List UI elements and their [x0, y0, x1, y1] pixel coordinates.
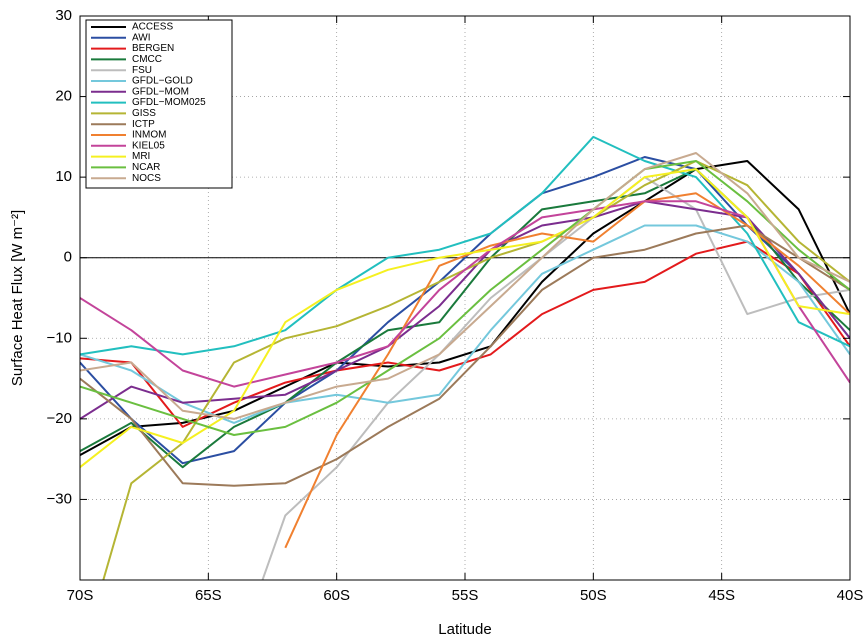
- legend-label: NOCS: [132, 173, 161, 184]
- series-line: [80, 200, 850, 388]
- legend-label: GISS: [132, 108, 156, 119]
- x-tick-label: 50S: [580, 587, 607, 604]
- legend-label: MRI: [132, 151, 150, 162]
- series-line: [80, 200, 850, 420]
- legend-label: INMOM: [132, 130, 166, 141]
- y-tick-label: −10: [47, 329, 72, 346]
- y-tick-label: 20: [55, 88, 72, 105]
- y-tick-label: 10: [55, 168, 72, 185]
- series-line: [80, 160, 850, 436]
- x-axis-label: Latitude: [438, 621, 491, 638]
- legend-label: GFDL−MOM: [132, 86, 189, 97]
- legend-label: BERGEN: [132, 43, 174, 54]
- y-axis-label: Surface Heat Flux [W m⁻²]: [9, 210, 26, 386]
- legend-label: CMCC: [132, 54, 162, 65]
- x-tick-label: 40S: [837, 587, 864, 604]
- legend-label: NCAR: [132, 162, 160, 173]
- series-line: [80, 224, 850, 424]
- legend-label: ACCESS: [132, 22, 173, 33]
- legend-label: KIEL05: [132, 140, 165, 151]
- series-line: [80, 156, 850, 465]
- legend-label: GFDL−GOLD: [132, 76, 193, 87]
- x-tick-label: 70S: [67, 587, 94, 604]
- legend-label: AWI: [132, 32, 151, 43]
- series-line: [80, 135, 850, 356]
- x-tick-label: 55S: [452, 587, 479, 604]
- series-line: [80, 224, 850, 487]
- y-tick-label: −20: [47, 410, 72, 427]
- x-tick-label: 65S: [195, 587, 222, 604]
- x-tick-label: 60S: [323, 587, 350, 604]
- series-line: [80, 160, 850, 456]
- y-tick-label: 30: [55, 7, 72, 24]
- legend-label: GFDL−MOM025: [132, 97, 206, 108]
- legend-label: FSU: [132, 65, 152, 76]
- y-tick-label: −30: [47, 490, 72, 507]
- series-line: [80, 152, 850, 420]
- x-tick-label: 45S: [708, 587, 735, 604]
- legend-label: ICTP: [132, 119, 155, 130]
- y-tick-label: 0: [64, 249, 72, 266]
